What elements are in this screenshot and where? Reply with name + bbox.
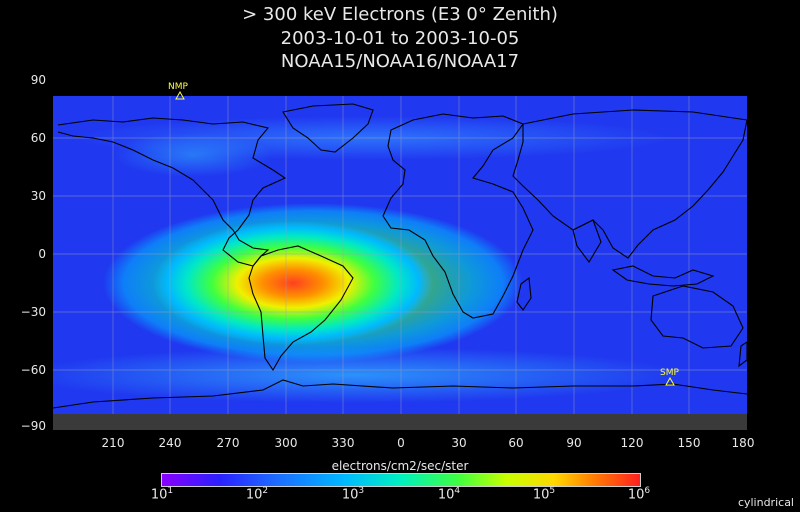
lat-tick-minus30: −30 xyxy=(20,305,46,319)
coastlines xyxy=(53,103,747,409)
lon-tick-120: 120 xyxy=(620,436,644,450)
lon-tick-30: 30 xyxy=(451,436,467,450)
colorbar-tick-4: 104 xyxy=(437,486,461,503)
colorbar-tick-5: 105 xyxy=(532,486,556,503)
lon-tick-60: 60 xyxy=(508,436,524,450)
lat-tick-minus60: −60 xyxy=(20,363,46,377)
north-magnetic-pole-label: NMP xyxy=(168,82,188,92)
lon-tick-330: 330 xyxy=(331,436,355,450)
lon-tick-300: 300 xyxy=(274,436,298,450)
map-title: > 300 keV Electrons (E3 0° Zenith) xyxy=(242,4,558,25)
lat-tick-90: 90 xyxy=(30,73,46,87)
flux-map xyxy=(53,80,747,430)
south-atlantic-anomaly xyxy=(153,221,433,345)
antarctica-coast xyxy=(53,379,747,409)
lon-tick-240: 240 xyxy=(158,436,182,450)
south-america-coast xyxy=(248,245,354,372)
north-magnetic-pole-marker xyxy=(175,91,185,100)
india-coast xyxy=(572,219,602,263)
indonesia-coast xyxy=(611,265,715,287)
lat-tick-minus90: −90 xyxy=(20,419,46,433)
southern-belt xyxy=(53,347,683,403)
new-zealand-coast xyxy=(738,341,747,368)
lon-tick-180: 180 xyxy=(731,436,755,450)
europe-africa-coast xyxy=(382,113,534,319)
colorbar-tick-1: 101 xyxy=(150,486,174,503)
lon-tick-270: 270 xyxy=(216,436,240,450)
greenland-coast xyxy=(282,103,374,153)
satellite-list: NOAA15/NOAA16/NOAA17 xyxy=(280,51,520,72)
lat-tick-30: 30 xyxy=(30,189,46,203)
north-america-coast xyxy=(57,117,287,267)
north-america-glow xyxy=(113,133,273,177)
lat-tick-60: 60 xyxy=(30,131,46,145)
lon-tick-210: 210 xyxy=(101,436,125,450)
madagascar-coast xyxy=(516,276,532,311)
colorbar-tick-2: 102 xyxy=(245,486,269,503)
no-data-band xyxy=(53,414,747,430)
lon-tick-150: 150 xyxy=(677,436,701,450)
projection-label: cylindrical xyxy=(737,496,794,509)
lat-tick-0: 0 xyxy=(38,247,46,261)
asia-coast xyxy=(512,109,747,259)
graticule xyxy=(53,96,747,414)
no-data-top xyxy=(53,80,747,96)
south-magnetic-pole-marker xyxy=(665,377,675,386)
australia-coast xyxy=(650,285,744,349)
colorbar-tick-3: 103 xyxy=(341,486,365,503)
lon-tick-0: 0 xyxy=(397,436,405,450)
colorbar-label: electrons/cm2/sec/ster xyxy=(331,459,469,473)
colorbar-tick-6: 106 xyxy=(627,486,651,503)
south-magnetic-pole-label: SMP xyxy=(660,368,679,378)
colorbar xyxy=(161,473,641,487)
date-range: 2003-10-01 to 2003-10-05 xyxy=(280,28,520,49)
lon-tick-90: 90 xyxy=(566,436,582,450)
